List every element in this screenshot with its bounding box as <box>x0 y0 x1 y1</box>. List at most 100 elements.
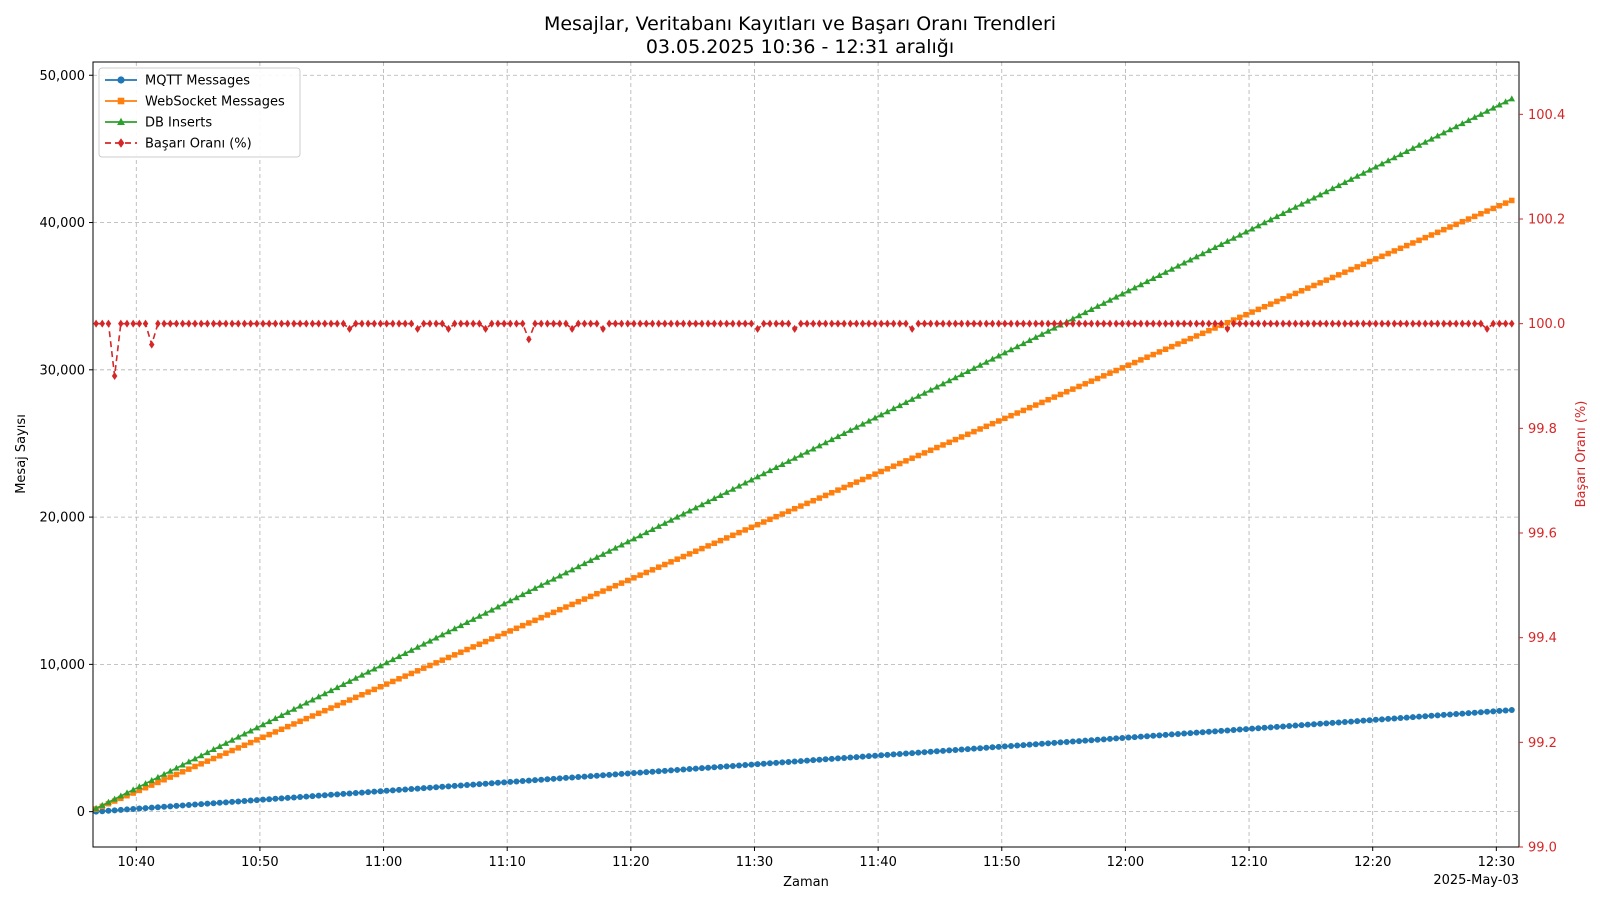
data-point <box>970 745 977 752</box>
data-point <box>1051 319 1058 328</box>
series-mqtt-messages <box>93 707 1515 815</box>
data-point <box>1094 319 1101 328</box>
data-point <box>327 687 335 694</box>
data-point <box>1502 98 1509 105</box>
data-point <box>729 485 737 492</box>
data-point <box>816 495 823 501</box>
data-point <box>797 758 804 765</box>
data-point <box>1416 319 1422 328</box>
data-point <box>1205 247 1213 254</box>
data-point <box>662 561 668 568</box>
data-point <box>971 428 977 435</box>
data-point <box>1082 737 1089 744</box>
data-point <box>1267 301 1274 307</box>
data-point <box>1292 203 1299 210</box>
data-point <box>1199 319 1206 328</box>
data-point <box>340 319 347 328</box>
data-point <box>1206 327 1212 334</box>
data-point <box>593 772 600 779</box>
data-point <box>309 713 316 719</box>
data-point <box>1249 725 1256 732</box>
data-point <box>921 749 928 756</box>
x-tick-label: 11:10 <box>488 855 525 870</box>
data-point <box>1076 319 1082 328</box>
data-point <box>1075 312 1083 319</box>
data-point <box>1088 378 1095 384</box>
data-point <box>1422 234 1428 241</box>
data-point <box>761 519 767 525</box>
data-point <box>637 319 643 328</box>
data-point <box>290 794 297 801</box>
data-point <box>866 474 872 480</box>
data-point <box>1434 132 1441 139</box>
data-point <box>834 755 841 762</box>
data-point <box>1230 319 1237 328</box>
data-point <box>742 319 748 328</box>
data-point <box>1237 319 1243 328</box>
data-point <box>890 463 897 469</box>
data-point <box>470 644 476 650</box>
data-point <box>414 643 421 650</box>
data-point <box>1385 319 1391 328</box>
data-point <box>222 739 230 746</box>
data-point <box>1379 319 1385 328</box>
data-point <box>297 319 303 328</box>
data-point <box>1342 319 1348 328</box>
data-point <box>1353 172 1361 179</box>
data-point <box>544 612 551 618</box>
data-point <box>1360 169 1367 176</box>
data-point <box>142 805 149 812</box>
data-point <box>315 693 322 700</box>
data-point <box>321 792 328 799</box>
data-point <box>1020 407 1027 414</box>
data-point <box>371 788 378 795</box>
data-point <box>1063 738 1070 745</box>
data-point <box>977 426 983 432</box>
data-point <box>482 780 489 787</box>
data-point <box>148 782 155 788</box>
data-point <box>445 628 452 635</box>
data-point <box>247 739 254 746</box>
data-point <box>470 781 477 788</box>
data-point <box>173 764 180 771</box>
data-point <box>1292 722 1299 729</box>
data-point <box>1138 357 1144 363</box>
data-point <box>612 583 619 589</box>
data-point <box>1335 719 1342 726</box>
data-point <box>600 324 606 333</box>
data-point <box>587 773 594 780</box>
data-point <box>1131 319 1138 328</box>
data-point <box>779 460 786 467</box>
y-tick-label: 40,000 <box>40 216 86 231</box>
data-point <box>359 691 365 698</box>
data-point <box>191 755 199 762</box>
data-point <box>556 572 563 579</box>
data-point <box>779 759 786 766</box>
data-point <box>1187 730 1194 737</box>
data-point <box>798 503 804 509</box>
data-point <box>1310 194 1318 201</box>
data-point <box>940 319 946 328</box>
data-point <box>1014 410 1020 416</box>
data-point <box>1063 389 1070 395</box>
data-point <box>1131 359 1138 366</box>
y-right-tick-label: 99.2 <box>1528 736 1557 751</box>
data-point <box>1162 346 1169 353</box>
data-point <box>105 798 112 805</box>
data-point <box>995 743 1002 750</box>
data-point <box>532 319 538 328</box>
data-point <box>223 750 229 756</box>
data-point <box>296 702 304 709</box>
legend-box <box>98 67 301 158</box>
data-point <box>581 773 588 780</box>
data-point <box>383 319 390 328</box>
data-point <box>482 638 489 645</box>
data-point <box>365 789 372 796</box>
data-point <box>1033 402 1039 408</box>
data-point <box>1125 734 1132 741</box>
data-point <box>810 319 816 328</box>
data-point <box>396 676 402 682</box>
data-point <box>884 466 891 472</box>
data-point <box>439 783 446 790</box>
data-point <box>1311 319 1317 328</box>
